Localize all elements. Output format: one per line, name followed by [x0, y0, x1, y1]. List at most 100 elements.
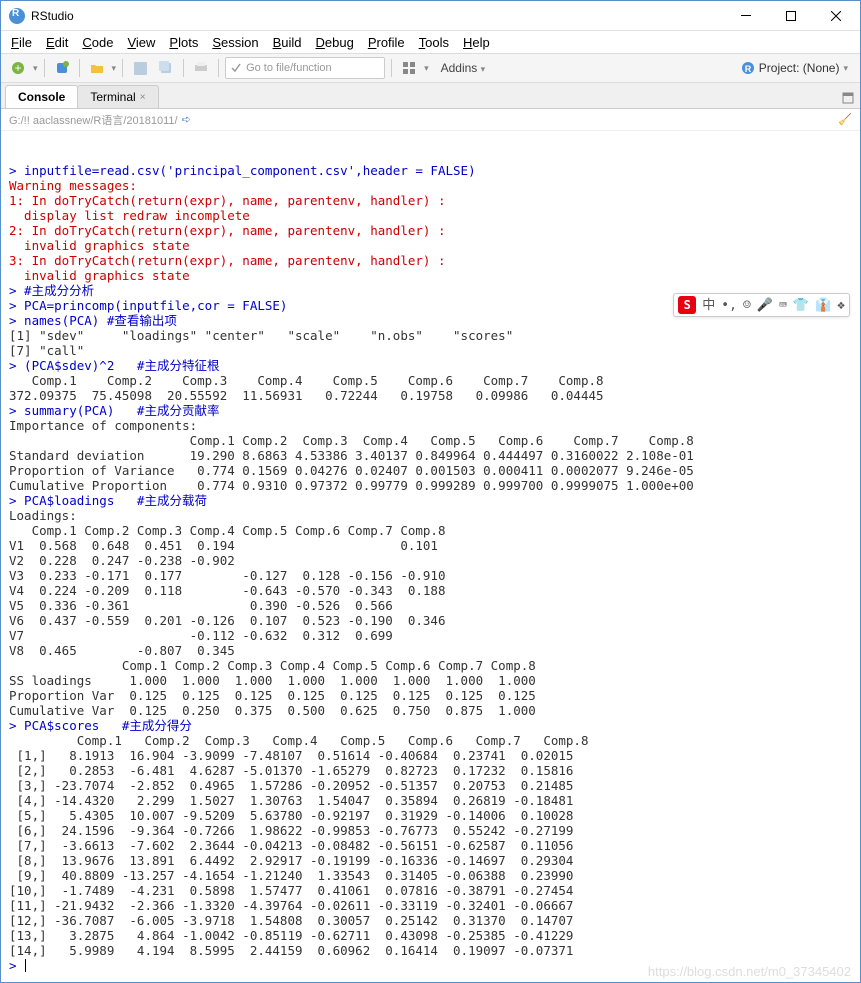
new-project-button[interactable]	[51, 57, 73, 79]
ime-toolbar[interactable]: S 中 •, ☺ 🎤 ⌨ 👕 👔 ❖	[673, 293, 850, 317]
console-line: Comp.1 Comp.2 Comp.3 Comp.4 Comp.5 Comp.…	[9, 658, 852, 673]
console-line: [9,] 40.8809 -13.257 -4.1654 -1.21240 1.…	[9, 868, 852, 883]
console-line: [10,] -1.7489 -4.231 0.5898 1.57477 0.41…	[9, 883, 852, 898]
menu-session[interactable]: Session	[206, 33, 264, 52]
console-line: Warning messages:	[9, 178, 852, 193]
ime-emoji[interactable]: ☺	[743, 298, 751, 313]
ime-lang[interactable]: 中	[702, 298, 715, 313]
titlebar: RStudio	[1, 1, 860, 31]
console-line: V2 0.228 0.247 -0.238 -0.902	[9, 553, 852, 568]
tab-close-icon[interactable]: ×	[140, 92, 146, 103]
ime-kbd[interactable]: ⌨	[779, 298, 787, 313]
maximize-button[interactable]	[768, 2, 813, 30]
ime-skin[interactable]: 👕	[793, 298, 809, 313]
menu-edit[interactable]: Edit	[40, 33, 74, 52]
console-line: Cumulative Var 0.125 0.250 0.375 0.500 0…	[9, 703, 852, 718]
console-line: invalid graphics state	[9, 238, 852, 253]
dropdown-arrow-icon[interactable]: ▾	[33, 63, 38, 74]
ime-more[interactable]: ❖	[837, 298, 845, 313]
console-line: [7] "call"	[9, 343, 852, 358]
console-line: Loadings:	[9, 508, 852, 523]
tab-console[interactable]: Console	[5, 85, 78, 108]
goto-file-input[interactable]: Go to file/function	[225, 57, 385, 79]
console-line: > summary(PCA) #主成分贡献率	[9, 403, 852, 418]
console-line: V7 -0.112 -0.632 0.312 0.699	[9, 628, 852, 643]
console-line: V3 0.233 -0.171 0.177 -0.127 0.128 -0.15…	[9, 568, 852, 583]
console-line: V4 0.224 -0.209 0.118 -0.643 -0.570 -0.3…	[9, 583, 852, 598]
clear-console-icon[interactable]: 🧹	[838, 113, 852, 126]
menu-help[interactable]: Help	[457, 33, 496, 52]
menu-view[interactable]: View	[121, 33, 161, 52]
window-title: RStudio	[31, 9, 723, 23]
grid-button[interactable]	[398, 57, 420, 79]
save-all-button[interactable]	[155, 57, 177, 79]
path-arrow-icon[interactable]: ➪	[182, 113, 191, 126]
new-file-button[interactable]: +	[7, 57, 29, 79]
console-line: 1: In doTryCatch(return(expr), name, par…	[9, 193, 852, 208]
menu-profile[interactable]: Profile	[362, 33, 411, 52]
save-button[interactable]	[129, 57, 151, 79]
console-line: Comp.1 Comp.2 Comp.3 Comp.4 Comp.5 Comp.…	[9, 523, 852, 538]
console-line: Proportion Var 0.125 0.125 0.125 0.125 0…	[9, 688, 852, 703]
addins-menu[interactable]: Addins ▾	[433, 59, 494, 77]
ime-skin2[interactable]: 👔	[815, 298, 831, 313]
console-line: V1 0.568 0.648 0.451 0.194 0.101	[9, 538, 852, 553]
menubar: File Edit Code View Plots Session Build …	[1, 31, 860, 53]
print-button[interactable]	[190, 57, 212, 79]
console-line: > (PCA$sdev)^2 #主成分特征根	[9, 358, 852, 373]
console-line: Standard deviation 19.290 8.6863 4.53386…	[9, 448, 852, 463]
console-line: [11,] -21.9432 -2.366 -1.3320 -4.39764 -…	[9, 898, 852, 913]
menu-build[interactable]: Build	[267, 33, 308, 52]
pane-maximize-icon[interactable]	[836, 88, 860, 108]
svg-text:+: +	[14, 61, 21, 75]
menu-file[interactable]: File	[5, 33, 38, 52]
console-line: [8,] 13.9676 13.891 6.4492 2.92917 -0.19…	[9, 853, 852, 868]
dropdown-arrow-icon[interactable]: ▾	[112, 63, 117, 74]
console-line: [3,] -23.7074 -2.852 0.4965 1.57286 -0.2…	[9, 778, 852, 793]
minimize-button[interactable]	[723, 2, 768, 30]
close-button[interactable]	[813, 2, 858, 30]
menu-plots[interactable]: Plots	[163, 33, 204, 52]
app-icon	[9, 8, 25, 24]
console-line: Cumulative Proportion 0.774 0.9310 0.973…	[9, 478, 852, 493]
console-line: [14,] 5.9989 4.194 8.5995 2.44159 0.6096…	[9, 943, 852, 958]
menu-tools[interactable]: Tools	[413, 33, 455, 52]
console-line: [5,] 5.4305 10.007 -9.5209 5.63780 -0.92…	[9, 808, 852, 823]
console-line: Comp.1 Comp.2 Comp.3 Comp.4 Comp.5 Comp.…	[9, 733, 852, 748]
console-line: > PCA$loadings #主成分载荷	[9, 493, 852, 508]
menu-code[interactable]: Code	[76, 33, 119, 52]
tab-terminal[interactable]: Terminal×	[77, 85, 158, 108]
console-line: Proportion of Variance 0.774 0.1569 0.04…	[9, 463, 852, 478]
r-project-icon: R	[741, 61, 755, 75]
project-selector[interactable]: R Project: (None) ▾	[735, 59, 854, 77]
menu-debug[interactable]: Debug	[310, 33, 360, 52]
console-line: [1] "sdev" "loadings" "center" "scale" "…	[9, 328, 852, 343]
console-line: invalid graphics state	[9, 268, 852, 283]
dropdown-arrow-icon[interactable]: ▾	[424, 63, 429, 74]
console-line: Comp.1 Comp.2 Comp.3 Comp.4 Comp.5 Comp.…	[9, 373, 852, 388]
ime-mic[interactable]: 🎤	[757, 298, 773, 313]
console-output[interactable]: S 中 •, ☺ 🎤 ⌨ 👕 👔 ❖ > inputfile=read.csv(…	[1, 131, 860, 982]
console-line: V5 0.336 -0.361 0.390 -0.526 0.566	[9, 598, 852, 613]
open-file-button[interactable]	[86, 57, 108, 79]
working-dir[interactable]: G:/!! aaclassnew/R语言/20181011/	[9, 112, 178, 128]
console-line: [6,] 24.1596 -9.364 -0.7266 1.98622 -0.9…	[9, 823, 852, 838]
console-line: [13,] 3.2875 4.864 -1.0042 -0.85119 -0.6…	[9, 928, 852, 943]
project-label: Project: (None)	[759, 61, 840, 75]
console-line: 3: In doTryCatch(return(expr), name, par…	[9, 253, 852, 268]
console-line: [1,] 8.1913 16.904 -3.9099 -7.48107 0.51…	[9, 748, 852, 763]
console-line: > PCA$scores #主成分得分	[9, 718, 852, 733]
console-line: [4,] -14.4320 2.299 1.5027 1.30763 1.540…	[9, 793, 852, 808]
console-line: Comp.1 Comp.2 Comp.3 Comp.4 Comp.5 Comp.…	[9, 433, 852, 448]
console-line: Importance of components:	[9, 418, 852, 433]
console-line: [2,] 0.2853 -6.481 4.6287 -5.01370 -1.65…	[9, 763, 852, 778]
console-line: 372.09375 75.45098 20.55592 11.56931 0.7…	[9, 388, 852, 403]
console-line: 2: In doTryCatch(return(expr), name, par…	[9, 223, 852, 238]
tabbar: Console Terminal×	[1, 83, 860, 109]
ime-punct[interactable]: •,	[721, 298, 737, 313]
console-prompt[interactable]: >	[9, 958, 852, 973]
console-line: display list redraw incomplete	[9, 208, 852, 223]
console-line: SS loadings 1.000 1.000 1.000 1.000 1.00…	[9, 673, 852, 688]
console-line: [12,] -36.7087 -6.005 -3.9718 1.54808 0.…	[9, 913, 852, 928]
dropdown-arrow-icon: ▾	[843, 63, 848, 74]
